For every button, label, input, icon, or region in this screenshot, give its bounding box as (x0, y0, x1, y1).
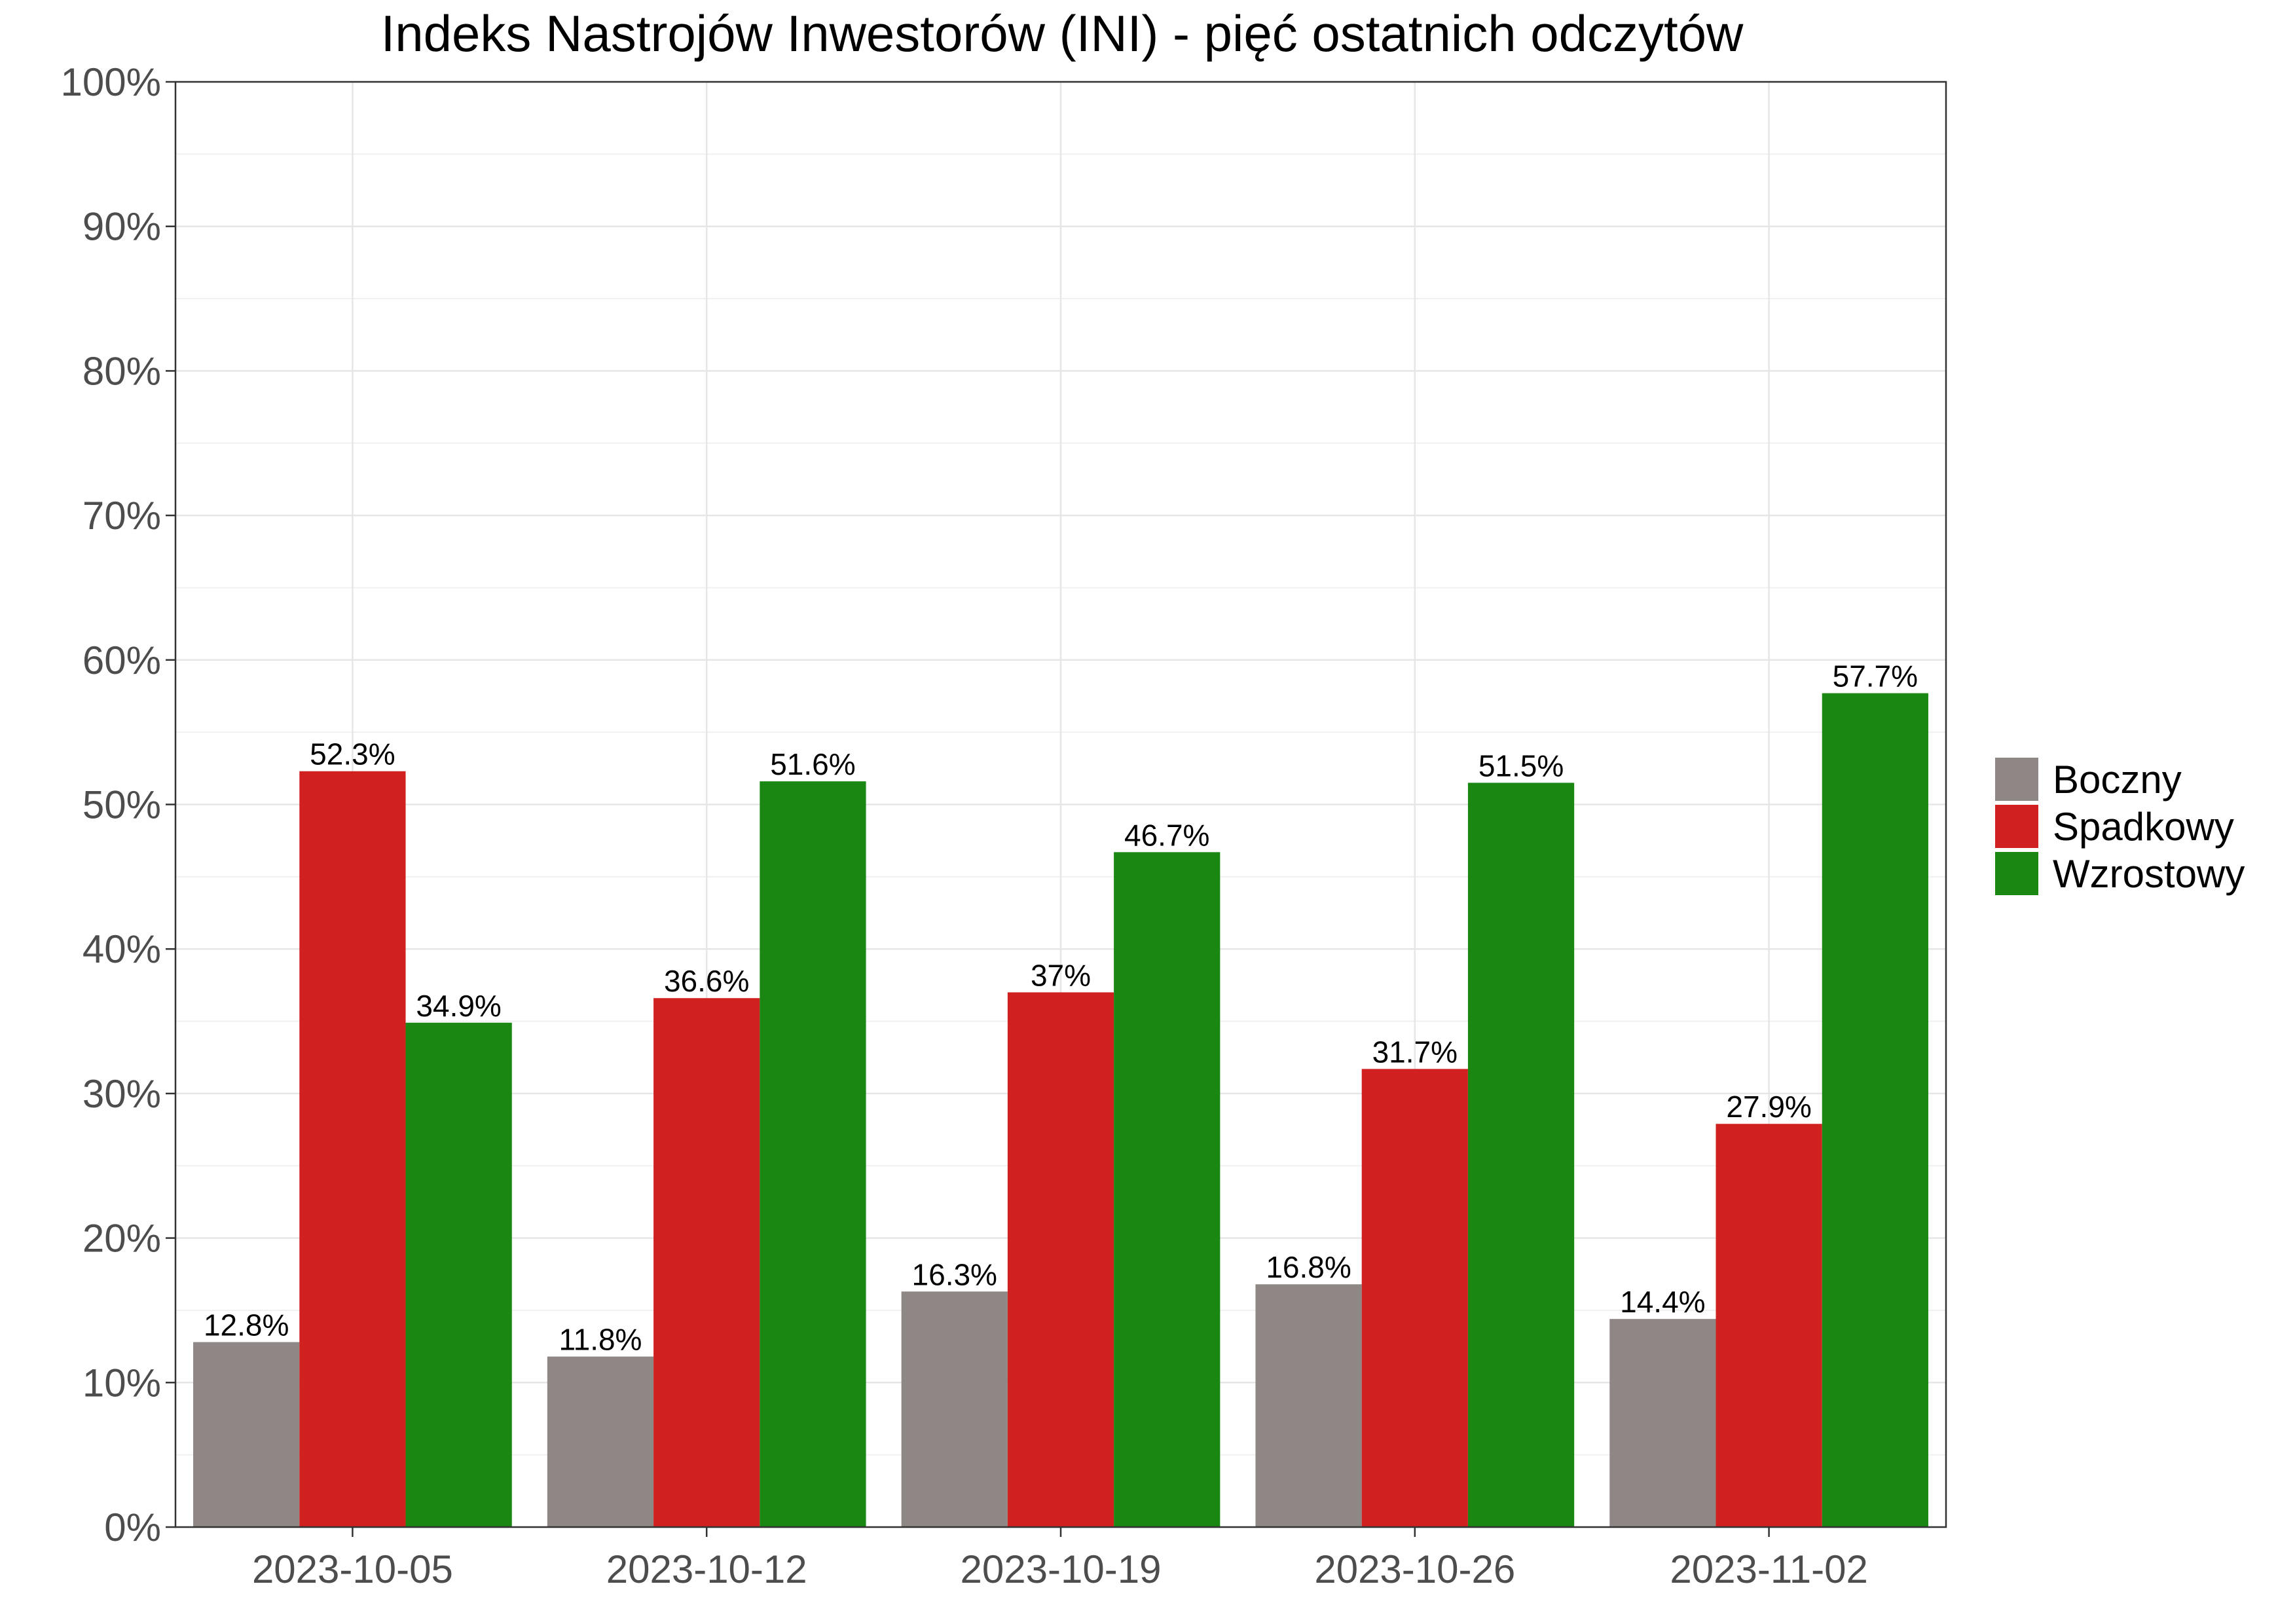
data-label: 51.5% (1478, 748, 1564, 783)
bar-wzrostowy (1467, 783, 1575, 1527)
y-tick-label: 20% (83, 1217, 161, 1261)
data-label: 36.6% (664, 964, 749, 998)
data-labels: 12.8% 52.3% 34.9% 11.8% 36.6% 51.6% 16.3% 37% 46… (204, 659, 1918, 1357)
bar-wzrostowy (760, 781, 866, 1527)
data-label: 31.7% (1372, 1035, 1458, 1069)
y-tick-label: 70% (83, 494, 161, 538)
x-axis: 2023-10-05 2023-10-12 2023-10-19 2023-10-26… (252, 1527, 1868, 1591)
bar-spadkowy (1716, 1124, 1822, 1527)
legend-label: Wzrostowy (2053, 852, 2245, 896)
y-tick-label: 50% (83, 783, 161, 827)
data-label: 52.3% (310, 737, 395, 771)
bar-boczny (901, 1291, 1008, 1527)
data-label: 37% (1031, 958, 1091, 992)
chart-title: Indeks Nastrojów Inwestorów (INI) - pięć… (381, 5, 1744, 62)
bar-boczny (1609, 1319, 1716, 1527)
x-tick-label: 2023-10-12 (606, 1547, 807, 1591)
bar-boczny (547, 1356, 654, 1527)
bar-boczny (193, 1342, 300, 1527)
legend-key-boczny (1995, 758, 2038, 801)
y-tick-label: 10% (83, 1361, 161, 1405)
x-tick-label: 2023-10-05 (252, 1547, 453, 1591)
x-tick-label: 2023-11-02 (1670, 1547, 1867, 1591)
y-tick-label: 90% (83, 205, 161, 249)
y-tick-label: 100% (61, 60, 161, 104)
bar-spadkowy (299, 771, 406, 1527)
legend-label: Boczny (2053, 758, 2182, 802)
data-label: 12.8% (204, 1308, 289, 1342)
data-label: 34.9% (416, 989, 501, 1023)
legend-key-wzrostowy (1995, 852, 2038, 895)
bars (193, 693, 1928, 1527)
data-label: 11.8% (559, 1323, 642, 1357)
y-tick-label: 80% (83, 349, 161, 393)
bar-boczny (1255, 1284, 1362, 1527)
data-label: 51.6% (770, 747, 855, 781)
bar-wzrostowy (405, 1022, 512, 1527)
y-axis: 0% 10% 20% 30% 40% 50% 60% 70% 80% 90% 100% (61, 60, 175, 1549)
y-tick-label: 40% (83, 927, 161, 971)
data-label: 16.8% (1266, 1250, 1351, 1284)
bar-spadkowy (653, 998, 760, 1527)
legend-label: Spadkowy (2053, 805, 2234, 849)
bar-wzrostowy (1822, 693, 1928, 1527)
bar-wzrostowy (1114, 852, 1221, 1527)
legend-key-spadkowy (1995, 805, 2038, 848)
bar-spadkowy (1361, 1069, 1468, 1527)
data-label: 57.7% (1833, 659, 1918, 693)
y-tick-label: 60% (83, 638, 161, 682)
data-label: 14.4% (1620, 1285, 1705, 1319)
y-tick-label: 0% (104, 1505, 161, 1549)
x-tick-label: 2023-10-19 (961, 1547, 1162, 1591)
bar-spadkowy (1007, 992, 1114, 1527)
data-label: 16.3% (912, 1257, 997, 1291)
data-label: 46.7% (1124, 818, 1209, 852)
y-tick-label: 30% (83, 1072, 161, 1116)
x-tick-label: 2023-10-26 (1314, 1547, 1515, 1591)
data-label: 27.9% (1726, 1090, 1811, 1124)
